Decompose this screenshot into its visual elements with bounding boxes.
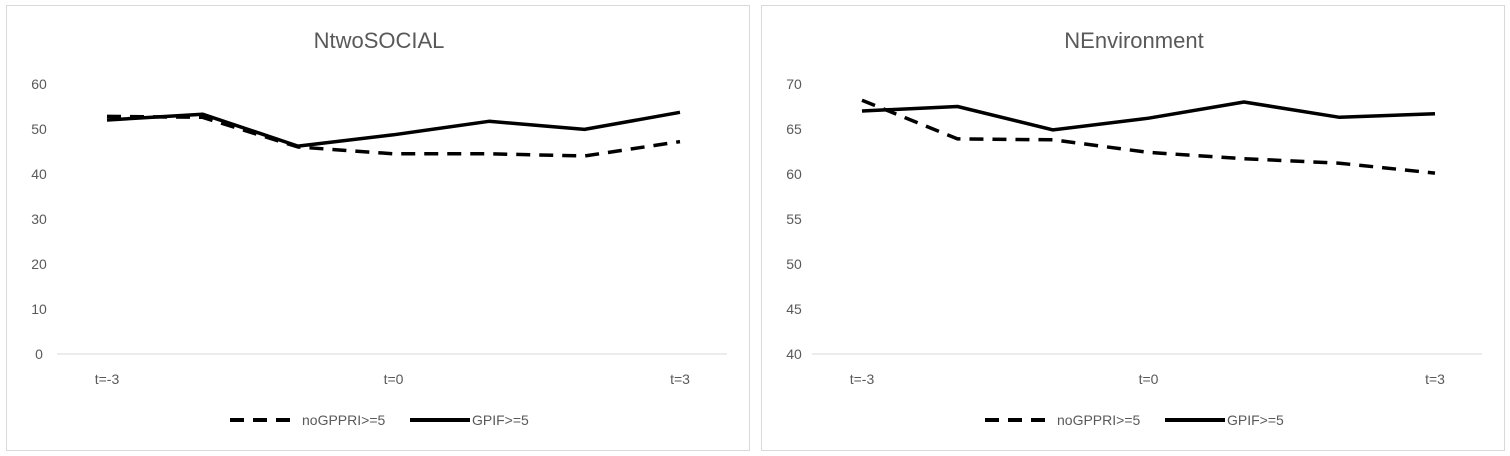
legend-label: GPIF>=5 (472, 412, 529, 428)
chart-nenvironment: NEnvironment 40 45 50 55 60 65 70 t=-3 t=0 t=3 noG… (761, 5, 1505, 451)
y-tick-label: 55 (786, 211, 802, 227)
series-line-nogppri (106, 114, 681, 158)
series-line-nogppri (861, 98, 1436, 175)
x-tick-label: t=3 (1425, 371, 1445, 387)
x-tick-label: t=0 (384, 371, 404, 387)
y-tick-label: 0 (35, 346, 43, 362)
y-tick-label: 50 (786, 256, 802, 272)
y-tick-label: 20 (31, 256, 47, 272)
x-tick-label: t=-3 (850, 371, 875, 387)
y-tick-label: 60 (786, 166, 802, 182)
chart-nenvironment-svg: NEnvironment 40 45 50 55 60 65 70 t=-3 t=0 t=3 noG… (786, 28, 1482, 428)
legend-label: GPIF>=5 (1227, 412, 1284, 428)
x-tick-label: t=3 (670, 371, 690, 387)
chart-ntwosocial-svg: NtwoSOCIAL 0 10 20 30 40 50 60 t=-3 t=0 t=3 noGPPR… (31, 28, 727, 428)
x-tick-label: t=-3 (95, 371, 120, 387)
x-tick-label: t=0 (1139, 371, 1159, 387)
y-tick-label: 60 (31, 76, 47, 92)
y-tick-label: 50 (31, 121, 47, 137)
y-tick-label: 65 (786, 121, 802, 137)
series-line-gpif (106, 110, 681, 148)
legend-label: noGPPRI>=5 (1057, 412, 1140, 428)
y-tick-label: 30 (31, 211, 47, 227)
chart-title: NtwoSOCIAL (314, 28, 445, 53)
y-tick-label: 45 (786, 301, 802, 317)
series-line-gpif (861, 100, 1436, 132)
y-tick-label: 40 (786, 346, 802, 362)
chart-title: NEnvironment (1064, 28, 1203, 53)
y-tick-label: 70 (786, 76, 802, 92)
legend-label: noGPPRI>=5 (302, 412, 385, 428)
y-tick-label: 10 (31, 301, 47, 317)
y-tick-label: 40 (31, 166, 47, 182)
chart-ntwosocial: NtwoSOCIAL 0 10 20 30 40 50 60 t=-3 t=0 t=3 noGPPR… (6, 5, 750, 451)
